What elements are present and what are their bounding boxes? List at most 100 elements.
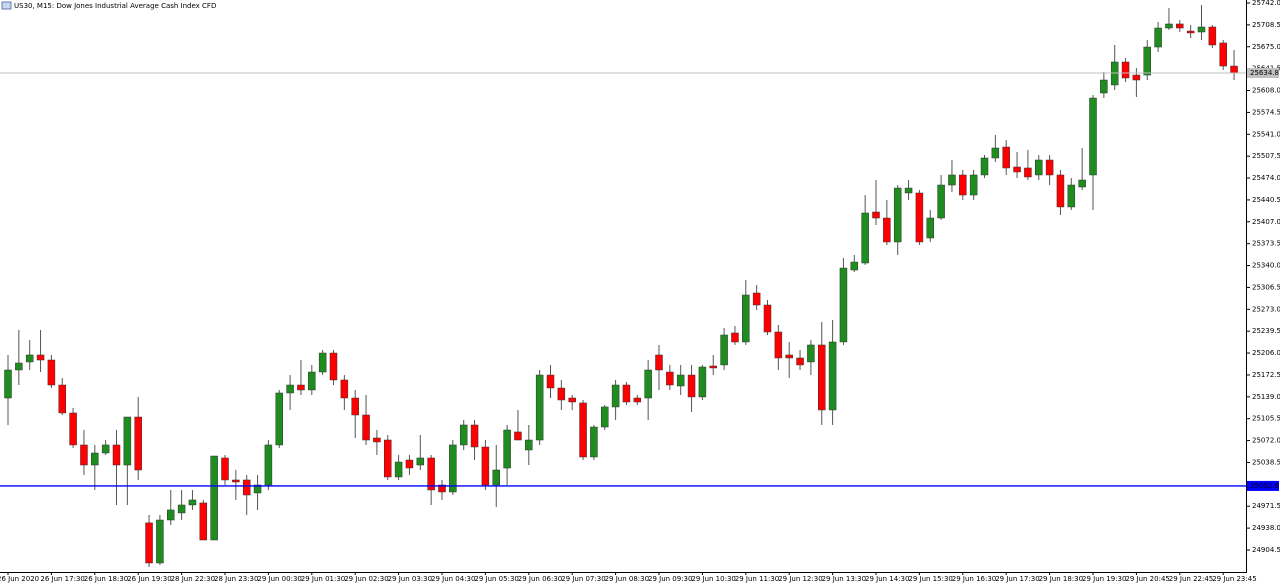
candle-body [1219,42,1227,67]
candle-body [362,414,370,441]
x-tick-label: 29 Jun 02:30 [344,575,388,583]
x-tick-label: 29 Jun 14:30 [865,575,909,583]
candle-body [1013,166,1021,173]
x-tick-label: 29 Jun 00:30 [257,575,301,583]
candle-body [318,352,327,373]
x-tick-label: 28 Jun 23:30 [214,575,258,583]
candle-body [601,406,609,428]
candle-body [221,457,229,481]
x-tick-label: 26 Jun 2020 [0,575,39,583]
candle-body [1154,27,1162,48]
candle-body [666,371,674,386]
candle-body [1121,61,1130,79]
y-tick-label: 25072.0 [1252,437,1280,445]
x-tick-label: 29 Jun 07:30 [561,575,605,583]
y-tick-label: 25474.0 [1252,174,1280,182]
x-tick-label: 29 Jun 05:30 [474,575,518,583]
chart-title: US30, M15: Dow Jones Industrial Average … [14,2,216,10]
candle-body [763,304,772,333]
candle-body [1056,174,1065,208]
x-tick-label: 29 Jun 16:30 [952,575,996,583]
candle-body [275,392,283,446]
candle-body [1045,159,1054,176]
candle-body [1176,23,1184,29]
candle-body [850,261,859,271]
y-tick-label: 25541.0 [1252,130,1280,138]
candle-body [644,369,652,399]
y-tick-label: 25139.0 [1252,393,1280,401]
candle-body [199,502,208,541]
y-tick-label: 25440.5 [1252,196,1280,204]
y-tick-label: 25373.5 [1252,240,1280,248]
candle-body [557,387,566,401]
candle-body [687,374,696,398]
y-tick-label: 24971.5 [1252,502,1280,510]
x-tick-label: 28 Jun 22:30 [171,575,215,583]
y-tick-label: 24904.5 [1252,546,1280,554]
candle-body [514,431,522,441]
candle-body [1143,46,1151,76]
y-tick-label: 25574.5 [1252,108,1280,116]
candle-body [611,384,620,408]
y-tick-label: 25306.5 [1252,283,1280,291]
x-tick-label: 29 Jun 17:30 [995,575,1039,583]
candle-body [568,397,576,403]
x-tick-label: 29 Jun 10:30 [691,575,735,583]
candle-body [286,384,294,394]
candle-body [937,184,945,219]
candle-body [774,331,783,359]
candle-body [785,354,793,359]
candle-body [633,397,642,403]
candle-body [959,174,967,196]
candle-body [752,292,761,306]
candle-body [145,522,153,564]
candle-body [156,519,164,564]
candle-body [1165,23,1173,29]
x-tick-label: 29 Jun 20:45 [1125,575,1169,583]
candle-body [818,344,826,411]
y-tick-label: 25340.0 [1252,262,1280,270]
candle-body [698,366,707,398]
candle-body [915,192,924,243]
candle-body [264,444,273,486]
candle-body [36,354,45,361]
candle-body [4,369,12,399]
candle-body [948,174,956,186]
x-tick-label: 29 Jun 03:30 [388,575,432,583]
candle-body [872,211,880,219]
candle-body [373,437,381,443]
candle-body [1208,26,1217,46]
y-tick-label: 25742.0 [1252,0,1280,7]
candle-body [1230,65,1238,74]
candle-body [232,479,240,483]
candle-body [91,452,99,466]
x-tick-label: 29 Jun 04:30 [431,575,475,583]
candle-body [622,384,631,403]
candle-body [926,217,934,239]
x-tick-label: 29 Jun 09:30 [648,575,692,583]
candle-body [459,424,468,446]
x-tick-label: 29 Jun 15:30 [908,575,952,583]
candle-body [101,444,110,454]
candle-body [449,444,457,493]
candle-body [80,444,88,466]
candle-body [655,354,663,371]
x-tick-label: 29 Jun 18:30 [1039,575,1083,583]
candle-body [676,374,685,387]
candle-body [177,504,186,514]
candle-body [242,479,251,496]
candle-body [384,439,392,478]
candle-body [1035,159,1043,176]
x-tick-label: 29 Jun 06:30 [518,575,562,583]
candle-body [969,174,978,196]
x-tick-label: 26 Jun 19:30 [127,575,171,583]
x-tick-label: 26 Jun 18:30 [84,575,128,583]
candle-body [253,484,262,494]
candle-body [720,334,728,366]
candle-body [525,439,533,451]
candle-body [546,374,555,389]
x-tick-label: 29 Jun 19:30 [1082,575,1126,583]
candle-body [1024,167,1032,178]
candle-body [1100,79,1108,94]
